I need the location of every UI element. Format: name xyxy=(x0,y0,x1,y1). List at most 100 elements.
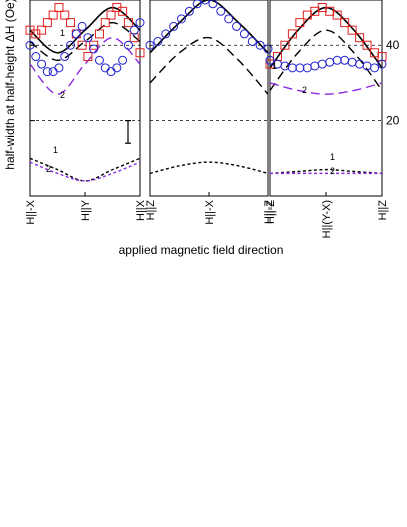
series-line xyxy=(149,161,269,175)
curve-number-label: 1 xyxy=(272,61,277,71)
data-marker-square xyxy=(347,25,357,35)
data-marker-circle xyxy=(94,55,104,65)
data-marker-circle xyxy=(263,44,273,54)
data-marker-circle xyxy=(123,40,133,50)
data-marker-circle xyxy=(31,52,41,62)
data-marker-square xyxy=(287,29,297,39)
series-line xyxy=(29,36,141,95)
data-marker-square xyxy=(332,10,342,20)
x-tick-label: H||-X xyxy=(25,199,37,224)
data-marker-circle xyxy=(118,55,128,65)
data-marker-circle xyxy=(370,63,380,73)
data-marker-circle xyxy=(60,52,70,62)
data-marker-circle xyxy=(200,0,210,5)
data-marker-circle xyxy=(48,67,58,77)
data-marker-circle xyxy=(377,59,387,69)
data-marker-circle xyxy=(332,55,342,65)
data-marker-circle xyxy=(184,6,194,16)
data-marker-circle xyxy=(192,0,202,9)
data-marker-square xyxy=(60,10,70,20)
data-marker-circle xyxy=(216,6,226,16)
x-tick-label: H||Z xyxy=(145,200,157,221)
data-marker-circle xyxy=(66,40,76,50)
series-line xyxy=(149,36,269,95)
data-marker-square xyxy=(37,25,47,35)
data-marker-circle xyxy=(317,59,327,69)
y-axis-label: half-width at half-height ΔH (Oe) xyxy=(3,0,17,170)
x-tick-label: H||-Z xyxy=(265,200,277,224)
data-marker-circle xyxy=(77,21,87,31)
data-marker-circle xyxy=(71,29,81,39)
data-marker-circle xyxy=(325,57,335,67)
y-tick-label: 40 xyxy=(386,38,400,52)
data-marker-square xyxy=(118,6,128,16)
data-marker-square xyxy=(48,10,58,20)
data-marker-circle xyxy=(310,61,320,71)
data-marker-square xyxy=(77,40,87,50)
data-marker-circle xyxy=(83,33,93,43)
curve-number-label: 2 xyxy=(302,85,307,95)
data-marker-circle xyxy=(89,44,99,54)
data-marker-square xyxy=(94,29,104,39)
data-marker-square xyxy=(340,18,350,28)
x-tick-label: H||(Y-X) xyxy=(321,200,333,238)
curve-number-label: 1 xyxy=(330,152,335,162)
data-marker-square xyxy=(295,18,305,28)
data-marker-circle xyxy=(255,40,265,50)
data-marker-square xyxy=(106,10,116,20)
data-marker-circle xyxy=(232,21,242,31)
panel-frame xyxy=(149,0,269,197)
data-marker-square xyxy=(355,33,365,43)
x-tick-label: H||Y xyxy=(80,199,92,221)
data-marker-circle xyxy=(247,36,257,46)
data-marker-circle xyxy=(176,14,186,24)
data-marker-circle xyxy=(42,67,52,77)
data-marker-circle xyxy=(129,25,139,35)
series-line xyxy=(269,6,383,69)
curve-number-label: 1 xyxy=(60,28,65,38)
x-axis-label: applied magnetic field direction xyxy=(119,243,284,257)
panel-frame xyxy=(269,0,383,197)
series-line xyxy=(269,168,383,175)
data-marker-circle xyxy=(265,55,275,65)
x-tick-label: H||X xyxy=(135,199,147,221)
plot-layer: H||-X H||Y H||XH||Z H||-X H||-ZH||-Z H||(Y-X)… xyxy=(25,0,400,238)
x-tick-label: H||Z xyxy=(377,200,389,221)
data-marker-square xyxy=(89,40,99,50)
series-line xyxy=(269,82,383,95)
curve-number-label: 1 xyxy=(53,145,58,155)
series-line xyxy=(29,157,141,182)
data-marker-square xyxy=(280,40,290,50)
data-marker-circle xyxy=(295,63,305,73)
data-marker-circle xyxy=(112,63,122,73)
curve-number-label: 2 xyxy=(46,164,51,174)
data-marker-square xyxy=(135,48,145,58)
series-line xyxy=(29,6,141,54)
data-marker-circle xyxy=(347,57,357,67)
data-marker-circle xyxy=(135,18,145,28)
data-marker-square xyxy=(83,52,93,62)
data-marker-square xyxy=(362,40,372,50)
data-marker-circle xyxy=(224,14,234,24)
data-marker-circle xyxy=(106,67,116,77)
data-marker-circle xyxy=(100,63,110,73)
data-marker-square xyxy=(100,18,110,28)
data-marker-circle xyxy=(239,29,249,39)
data-marker-square xyxy=(123,18,133,28)
curve-number-label: 2 xyxy=(60,90,65,100)
data-marker-circle xyxy=(153,36,163,46)
data-marker-circle xyxy=(161,29,171,39)
data-marker-square xyxy=(54,3,64,13)
y-tick-label: 20 xyxy=(386,114,400,128)
curve-number-label: 2 xyxy=(330,166,335,176)
data-marker-circle xyxy=(54,63,64,73)
data-marker-square xyxy=(129,33,139,43)
data-marker-circle xyxy=(302,63,312,73)
data-marker-circle xyxy=(208,0,218,9)
x-tick-label: H||-Z xyxy=(263,200,275,224)
data-marker-circle xyxy=(145,40,155,50)
data-marker-square xyxy=(265,59,275,69)
data-marker-circle xyxy=(37,59,47,69)
data-marker-square xyxy=(42,18,52,28)
